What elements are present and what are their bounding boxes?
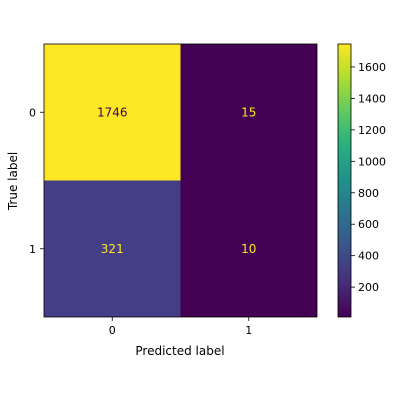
y-axis-ticks: 01 bbox=[29, 106, 44, 256]
colorbar-ticks: 200 400 600 800 1000 1200 1400 1600 bbox=[351, 61, 386, 294]
colorbar-tick-label-1600: 1600 bbox=[358, 61, 386, 74]
x-tick-label-0: 0 bbox=[109, 324, 116, 337]
cell-value-labels: 1746 15 321 10 bbox=[97, 105, 256, 256]
y-tick-label-0: 0 bbox=[29, 106, 36, 119]
cell-label-1-0: 321 bbox=[101, 242, 124, 256]
colorbar-tick-label-1200: 1200 bbox=[358, 124, 386, 137]
cell-1-0 bbox=[44, 180, 181, 317]
colorbar-frame bbox=[337, 43, 352, 318]
colorbar-tick-label-600: 600 bbox=[358, 218, 379, 231]
cell-1-1 bbox=[180, 180, 317, 317]
colorbar-tick-label-800: 800 bbox=[358, 187, 379, 200]
x-axis-label: Predicted label bbox=[135, 344, 224, 358]
x-tick-label-1: 1 bbox=[245, 324, 252, 337]
cell-label-0-0: 1746 bbox=[97, 105, 128, 119]
cell-label-0-1: 15 bbox=[241, 105, 256, 119]
y-tick-label-1: 1 bbox=[29, 243, 36, 256]
y-axis-label: True label bbox=[6, 152, 20, 211]
cell-0-1 bbox=[180, 44, 317, 181]
colorbar-tick-label-200: 200 bbox=[358, 281, 379, 294]
cell-0-0 bbox=[44, 44, 181, 181]
plot-frame bbox=[43, 43, 318, 318]
cell-label-1-1: 10 bbox=[241, 242, 256, 256]
matrix-cells bbox=[44, 44, 317, 317]
colorbar-tick-label-400: 400 bbox=[358, 250, 379, 263]
colorbar-tick-label-1000: 1000 bbox=[358, 155, 386, 168]
colorbar bbox=[338, 44, 351, 317]
colorbar-tick-label-1400: 1400 bbox=[358, 92, 386, 105]
